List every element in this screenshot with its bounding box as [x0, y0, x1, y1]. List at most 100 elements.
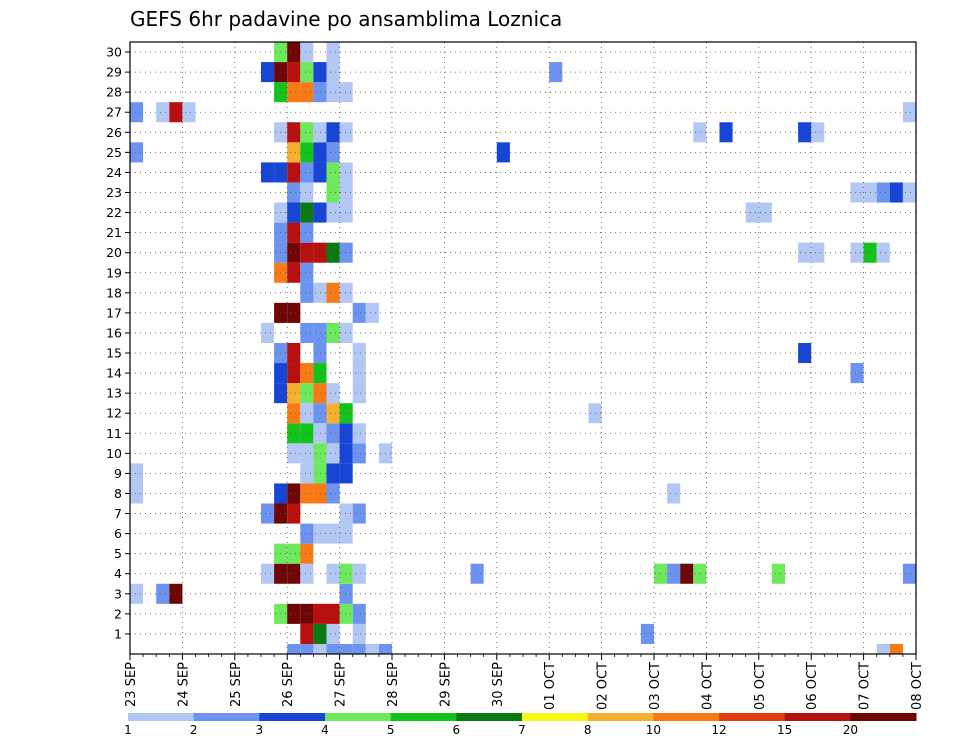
colorbar-label: 4: [321, 723, 329, 737]
heatmap-cell: [339, 503, 353, 524]
y-tick-label: 14: [106, 366, 122, 381]
y-tick-label: 4: [114, 566, 122, 581]
heatmap-cell: [313, 423, 327, 444]
heatmap-cell: [365, 302, 379, 323]
heatmap-cell: [326, 42, 340, 63]
x-tick-label: 28 SEP: [386, 662, 401, 707]
y-tick-label: 15: [106, 346, 122, 361]
x-tick-label: 06 OCT: [805, 662, 820, 710]
colorbar-swatch: [522, 713, 589, 721]
heatmap-cell: [313, 383, 327, 404]
heatmap-cell: [300, 363, 314, 384]
y-axis: 1234567891011121314151617181920212223242…: [106, 45, 130, 641]
heatmap-cell: [352, 603, 366, 624]
heatmap-cell: [300, 443, 314, 464]
colorbar-swatch: [456, 713, 523, 721]
heatmap-cell: [300, 483, 314, 504]
y-tick-label: 2: [114, 606, 122, 621]
heatmap-cell: [156, 583, 170, 604]
heatmap-cell: [326, 322, 340, 343]
heatmap-cell: [326, 162, 340, 183]
heatmap-cell: [326, 423, 340, 444]
heatmap-cell: [287, 242, 301, 263]
heatmap-cell: [902, 182, 916, 203]
x-tick-label: 25 SEP: [229, 662, 244, 707]
heatmap-cell: [313, 403, 327, 424]
heatmap-cell: [876, 182, 890, 203]
heatmap-cell: [300, 122, 314, 143]
x-tick-label: 23 SEP: [124, 662, 139, 707]
heatmap-cell: [378, 643, 392, 654]
heatmap-cell: [339, 242, 353, 263]
heatmap-cell: [339, 523, 353, 544]
heatmap-cell: [876, 242, 890, 263]
heatmap-cell: [313, 443, 327, 464]
heatmap-cell: [850, 363, 864, 384]
heatmap-cell: [352, 503, 366, 524]
heatmap-cell: [287, 503, 301, 524]
heatmap-cell: [287, 62, 301, 83]
heatmap-cell: [667, 483, 681, 504]
heatmap-cell: [326, 122, 340, 143]
heatmap-cell: [339, 403, 353, 424]
y-tick-label: 11: [106, 426, 122, 441]
x-tick-label: 02 OCT: [596, 662, 611, 710]
colorbar-label: 2: [190, 723, 198, 737]
colorbar-label: 5: [387, 723, 395, 737]
heatmap-cell: [339, 322, 353, 343]
heatmap-cell: [287, 563, 301, 584]
chart-title: GEFS 6hr padavine po ansamblima Loznica: [130, 7, 562, 31]
heatmap-cell: [300, 142, 314, 163]
heatmap-cell: [313, 643, 327, 654]
x-tick-label: 29 SEP: [438, 662, 453, 707]
heatmap-cell: [326, 403, 340, 424]
heatmap-cell: [326, 82, 340, 103]
heatmap-cell: [313, 603, 327, 624]
y-tick-label: 27: [106, 105, 122, 120]
colorbar-swatch: [587, 713, 654, 721]
heatmap-cell: [287, 383, 301, 404]
heatmap-cell: [352, 383, 366, 404]
y-tick-label: 19: [106, 265, 122, 280]
heatmap-cell: [300, 643, 314, 654]
heatmap-cell: [352, 423, 366, 444]
heatmap-cell: [287, 42, 301, 63]
y-tick-label: 25: [106, 145, 122, 160]
heatmap-cell: [313, 623, 327, 644]
x-tick-label: 30 SEP: [491, 662, 506, 707]
y-tick-label: 23: [106, 185, 122, 200]
heatmap-cell: [326, 202, 340, 223]
heatmap-cell: [339, 603, 353, 624]
heatmap-cell: [287, 122, 301, 143]
heatmap-cell: [811, 122, 825, 143]
heatmap-cell: [300, 202, 314, 223]
heatmap-cell: [326, 443, 340, 464]
x-tick-label: 27 SEP: [334, 662, 349, 707]
heatmap-cell: [496, 142, 510, 163]
colorbar-label: 15: [777, 723, 792, 737]
y-tick-label: 3: [114, 586, 122, 601]
heatmap-cell: [300, 82, 314, 103]
heatmap-cell: [313, 463, 327, 484]
heatmap-cell: [313, 523, 327, 544]
y-tick-label: 30: [106, 45, 122, 60]
heatmap-cell: [667, 563, 681, 584]
heatmap-cell: [850, 182, 864, 203]
y-tick-label: 13: [106, 386, 122, 401]
heatmap-cell: [287, 82, 301, 103]
heatmap-cell: [287, 543, 301, 564]
heatmap-cell: [326, 142, 340, 163]
heatmap-cell: [300, 62, 314, 83]
heatmap-cell: [300, 322, 314, 343]
x-tick-label: 24 SEP: [176, 662, 191, 707]
heatmap-cell: [261, 162, 275, 183]
colorbar-label: 20: [843, 723, 858, 737]
heatmap-cell: [261, 563, 275, 584]
heatmap-cell: [339, 202, 353, 223]
heatmap-cell: [300, 563, 314, 584]
heatmap-cell: [287, 423, 301, 444]
heatmap-cell: [300, 423, 314, 444]
heatmap-cell: [313, 242, 327, 263]
heatmap-cell: [287, 342, 301, 364]
